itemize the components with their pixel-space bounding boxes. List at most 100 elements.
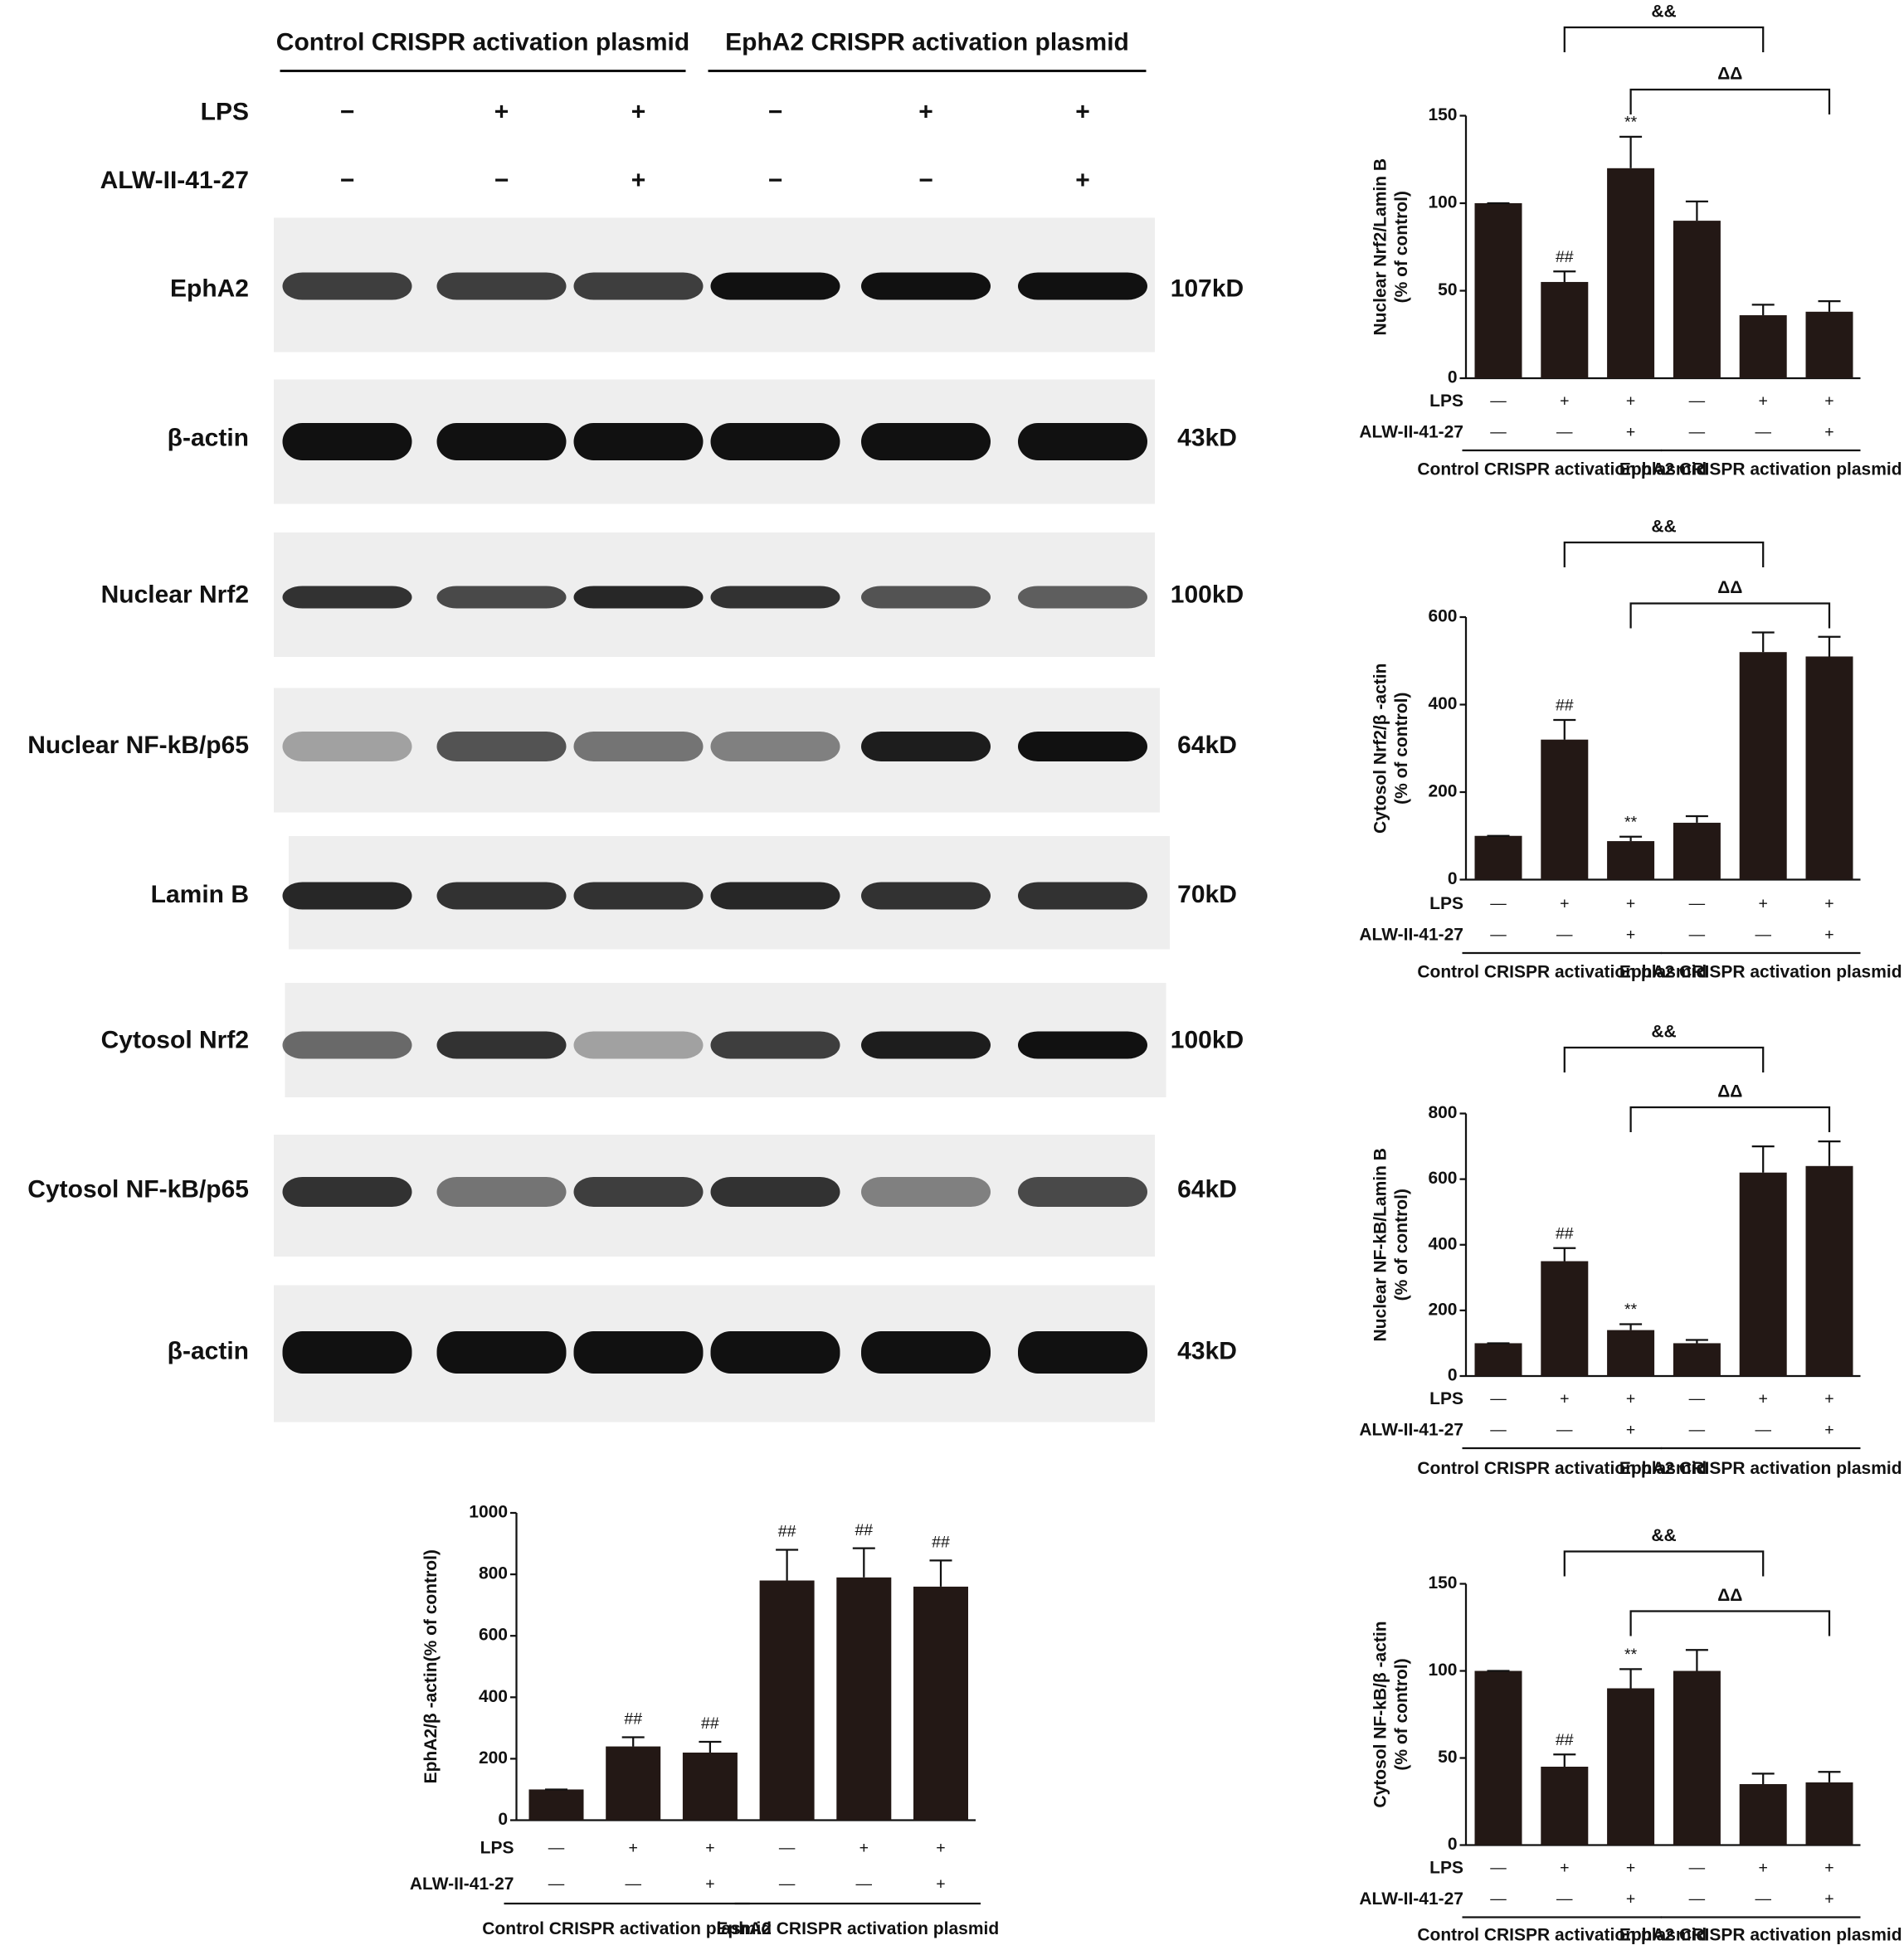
bracket-label: && bbox=[1651, 1023, 1676, 1042]
bar bbox=[528, 1789, 584, 1821]
blot-band bbox=[436, 272, 567, 300]
significance-label: ## bbox=[855, 1521, 873, 1539]
treatment-sign: + bbox=[631, 167, 646, 194]
blot-band bbox=[436, 1177, 567, 1208]
treatment-sign: + bbox=[1560, 392, 1569, 411]
bar bbox=[682, 1752, 738, 1821]
bracket-label: && bbox=[1651, 518, 1676, 537]
bracket-label: && bbox=[1651, 2, 1676, 22]
band-size: 43kD bbox=[1177, 1337, 1237, 1364]
blot-band bbox=[436, 732, 567, 762]
treatment-sign: — bbox=[1689, 1421, 1706, 1439]
treatment-sign: + bbox=[1626, 1890, 1635, 1909]
bracket bbox=[1563, 26, 1765, 53]
y-tick-label: 200 bbox=[479, 1748, 508, 1768]
bar bbox=[1805, 1782, 1853, 1845]
treatment-sign: — bbox=[1490, 1421, 1507, 1439]
treatment-label: ALW-II-41-27 bbox=[1359, 423, 1463, 442]
bar bbox=[1474, 203, 1522, 379]
bracket-label: ΔΔ bbox=[1717, 65, 1742, 84]
treatment-sign: + bbox=[859, 1839, 869, 1857]
blot-band bbox=[282, 1177, 412, 1208]
y-tick-label: 400 bbox=[479, 1687, 508, 1706]
error-bar bbox=[776, 1549, 799, 1581]
y-tick-label: 200 bbox=[1428, 1300, 1457, 1319]
treatment-sign: + bbox=[1824, 895, 1833, 913]
treatment-sign: — bbox=[1490, 926, 1507, 944]
y-tick-label: 600 bbox=[1428, 607, 1457, 626]
bar bbox=[1805, 656, 1853, 880]
treatment-sign: — bbox=[779, 1839, 796, 1857]
blot-band bbox=[1018, 586, 1147, 609]
group-label: Control CRISPR activation plasmid bbox=[1417, 1926, 1707, 1945]
blot-band bbox=[573, 1031, 704, 1059]
blot-band bbox=[861, 882, 991, 910]
blot-band bbox=[282, 1331, 412, 1374]
blot-band bbox=[282, 1031, 412, 1059]
bar bbox=[1474, 1670, 1522, 1845]
treatment-sign: — bbox=[856, 1875, 873, 1894]
treatment-sign: + bbox=[629, 1839, 638, 1857]
error-bar bbox=[1685, 1649, 1708, 1671]
y-tick-label: 400 bbox=[1428, 694, 1457, 713]
bracket-label: ΔΔ bbox=[1717, 578, 1742, 597]
treatment-sign: + bbox=[936, 1875, 945, 1894]
error-bar bbox=[1685, 815, 1708, 823]
blot-band bbox=[573, 1331, 704, 1374]
band-size: 70kD bbox=[1177, 881, 1237, 908]
error-bar bbox=[1553, 270, 1576, 282]
bar bbox=[1607, 841, 1655, 880]
y-axis-label: (% of control) bbox=[1392, 1189, 1411, 1301]
bracket bbox=[1563, 1046, 1765, 1073]
treatment-sign: — bbox=[1490, 392, 1507, 411]
blot-band bbox=[436, 1031, 567, 1059]
group-label: Control CRISPR activation plasmid bbox=[1417, 963, 1707, 982]
error-bar bbox=[1818, 1140, 1841, 1166]
bar bbox=[1673, 822, 1721, 880]
treatment-label: ALW-II-41-27 bbox=[100, 167, 249, 194]
blot-band bbox=[1018, 882, 1147, 910]
treatment-sign: + bbox=[1759, 392, 1768, 411]
treatment-label: LPS bbox=[201, 98, 249, 125]
blot-band bbox=[710, 882, 840, 910]
treatment-sign: + bbox=[1626, 1859, 1635, 1877]
blot-band bbox=[573, 586, 704, 609]
treatment-sign: + bbox=[1824, 1390, 1833, 1408]
treatment-label: LPS bbox=[1429, 1859, 1463, 1878]
treatment-sign: − bbox=[918, 167, 933, 194]
bar bbox=[1607, 1688, 1655, 1845]
bar bbox=[1739, 1784, 1787, 1845]
error-bar bbox=[1619, 1323, 1643, 1330]
error-bar bbox=[1553, 718, 1576, 740]
significance-label: ## bbox=[778, 1523, 796, 1541]
treatment-sign: + bbox=[1626, 895, 1635, 913]
bar bbox=[1541, 1767, 1589, 1845]
group-label: EphA2 CRISPR activation plasmid bbox=[1619, 1459, 1902, 1478]
y-tick-label: 100 bbox=[1428, 193, 1457, 212]
y-tick-label: 200 bbox=[1428, 782, 1457, 801]
error-bar bbox=[1818, 1771, 1841, 1782]
group-label: EphA2 CRISPR activation plasmid bbox=[1619, 460, 1902, 479]
treatment-sign: + bbox=[1626, 392, 1635, 411]
band-label: β-actin bbox=[168, 424, 249, 451]
band-label: Nuclear Nrf2 bbox=[101, 581, 249, 608]
bar bbox=[1474, 1343, 1522, 1377]
treatment-sign: + bbox=[1626, 926, 1635, 944]
y-axis-label: Cytosol NF-kB/β -actin bbox=[1371, 1621, 1390, 1807]
treatment-sign: + bbox=[1626, 1421, 1635, 1439]
treatment-sign: − bbox=[494, 167, 509, 194]
treatment-sign: + bbox=[1759, 1390, 1768, 1408]
y-tick-label: 150 bbox=[1428, 105, 1457, 124]
blot-band bbox=[282, 586, 412, 609]
blot-band bbox=[282, 272, 412, 300]
band-size: 100kD bbox=[1171, 581, 1244, 608]
treatment-sign: — bbox=[1490, 895, 1507, 913]
treatment-sign: − bbox=[340, 98, 355, 125]
treatment-sign: — bbox=[1490, 1859, 1507, 1877]
blot-band bbox=[861, 1331, 991, 1374]
bar bbox=[1673, 1343, 1721, 1377]
blot-band bbox=[1018, 732, 1147, 762]
error-bar bbox=[852, 1547, 875, 1578]
